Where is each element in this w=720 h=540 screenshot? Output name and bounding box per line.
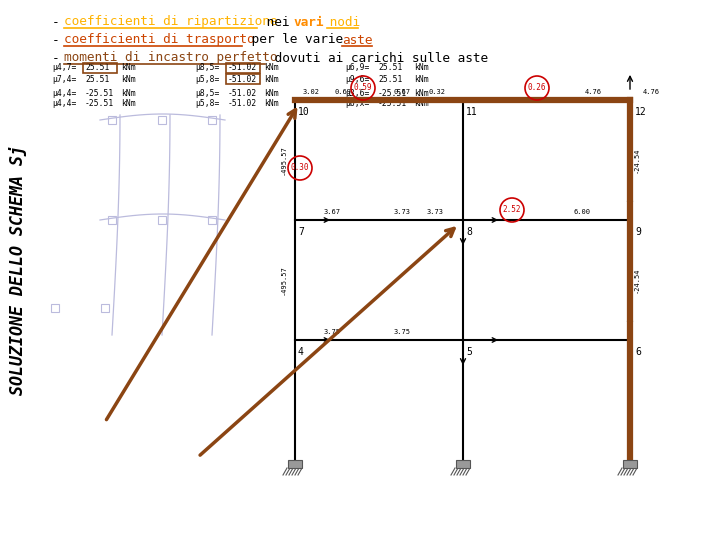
Bar [101, 304, 109, 312]
Text: kNm: kNm [121, 89, 135, 98]
Bar [288, 460, 302, 468]
Text: 10: 10 [298, 107, 310, 117]
Bar [158, 216, 166, 224]
Text: μ8,5=: μ8,5= [195, 89, 220, 98]
Text: μ4,7=: μ4,7= [52, 64, 76, 72]
Text: 25.51: 25.51 [378, 75, 402, 84]
Text: 6.00: 6.00 [574, 209, 590, 215]
Text: 0.67: 0.67 [394, 89, 410, 95]
Text: 25.51: 25.51 [378, 64, 402, 72]
Bar [226, 63, 260, 73]
Text: μ7,4=: μ7,4= [52, 75, 76, 84]
Text: nodi: nodi [322, 16, 360, 29]
Text: 0.59: 0.59 [354, 84, 372, 92]
Text: 7: 7 [298, 227, 304, 237]
Text: 2.52: 2.52 [503, 206, 521, 214]
Text: kNm: kNm [264, 75, 279, 84]
Text: -51.02: -51.02 [228, 99, 257, 109]
Bar [108, 216, 116, 224]
Text: 6: 6 [635, 347, 641, 357]
Bar [226, 74, 260, 84]
Text: kNm: kNm [264, 89, 279, 98]
Text: kNm: kNm [264, 64, 279, 72]
Text: 12: 12 [635, 107, 647, 117]
Text: 11: 11 [466, 107, 478, 117]
Text: μ4,4=: μ4,4= [52, 99, 76, 109]
Text: 8: 8 [466, 227, 472, 237]
Text: 3.73: 3.73 [394, 209, 410, 215]
Text: -51.02: -51.02 [228, 89, 257, 98]
Text: 4.76: 4.76 [585, 89, 601, 95]
Text: -495.57: -495.57 [281, 265, 287, 295]
Text: μ3,6=: μ3,6= [345, 89, 369, 98]
Text: 3.67: 3.67 [323, 209, 341, 215]
Text: nei: nei [259, 16, 297, 29]
Text: -24.54: -24.54 [634, 267, 640, 293]
Text: 9: 9 [635, 227, 641, 237]
Text: -51.02: -51.02 [228, 75, 257, 84]
Text: -24.54: -24.54 [634, 147, 640, 173]
Text: μ5,8=: μ5,8= [195, 75, 220, 84]
Text: -495.57: -495.57 [281, 145, 287, 175]
Text: μ4,4=: μ4,4= [52, 89, 76, 98]
Text: μ6,9=: μ6,9= [345, 64, 369, 72]
Text: -25.51: -25.51 [378, 99, 408, 109]
Text: μ5,8=: μ5,8= [195, 99, 220, 109]
Text: 3.02: 3.02 [302, 89, 320, 95]
Bar [208, 116, 216, 124]
Text: 25.51: 25.51 [85, 64, 109, 72]
Bar [208, 216, 216, 224]
Text: kNm: kNm [414, 89, 428, 98]
Text: μ8,5=: μ8,5= [195, 64, 220, 72]
Text: -: - [52, 51, 67, 64]
Text: -: - [52, 16, 67, 29]
Bar [456, 460, 470, 468]
Bar [158, 116, 166, 124]
Text: 0.30: 0.30 [291, 164, 310, 172]
Text: -25.51: -25.51 [85, 99, 114, 109]
Text: coefficienti di ripartizione: coefficienti di ripartizione [64, 16, 277, 29]
Text: 3.73: 3.73 [426, 209, 444, 215]
Text: momenti di incastro perfetto: momenti di incastro perfetto [64, 51, 277, 64]
Text: 5: 5 [466, 347, 472, 357]
Text: vari: vari [293, 16, 323, 29]
Bar [51, 304, 59, 312]
Text: coefficienti di trasporto: coefficienti di trasporto [64, 33, 255, 46]
Text: kNm: kNm [414, 75, 428, 84]
Text: -51.02: -51.02 [228, 64, 257, 72]
Bar [623, 460, 637, 468]
Text: -: - [52, 33, 67, 46]
Text: -25.51: -25.51 [378, 89, 408, 98]
Text: 0.26: 0.26 [528, 84, 546, 92]
Text: kNm: kNm [121, 99, 135, 109]
Text: μ9,6=: μ9,6= [345, 75, 369, 84]
Text: kNm: kNm [414, 99, 428, 109]
Text: per le varie: per le varie [244, 33, 351, 46]
Text: 0.69: 0.69 [335, 89, 351, 95]
Text: 3.75: 3.75 [323, 329, 341, 335]
Text: kNm: kNm [121, 64, 135, 72]
Text: kNm: kNm [414, 64, 428, 72]
Text: -25.51: -25.51 [85, 89, 114, 98]
Text: kNm: kNm [121, 75, 135, 84]
Text: 25.51: 25.51 [85, 75, 109, 84]
Bar [83, 63, 117, 73]
Text: kNm: kNm [264, 99, 279, 109]
Text: aste: aste [342, 33, 372, 46]
Text: 4: 4 [298, 347, 304, 357]
Text: 4.76: 4.76 [642, 89, 660, 95]
Text: 3.75: 3.75 [394, 329, 410, 335]
Bar [108, 116, 116, 124]
Text: 0.32: 0.32 [428, 89, 446, 95]
Text: dovuti ai carichi sulle aste: dovuti ai carichi sulle aste [267, 51, 488, 64]
Text: SOLUZIONE DELLO SCHEMA Sj: SOLUZIONE DELLO SCHEMA Sj [9, 145, 27, 395]
Text: μ6,x=: μ6,x= [345, 99, 369, 109]
